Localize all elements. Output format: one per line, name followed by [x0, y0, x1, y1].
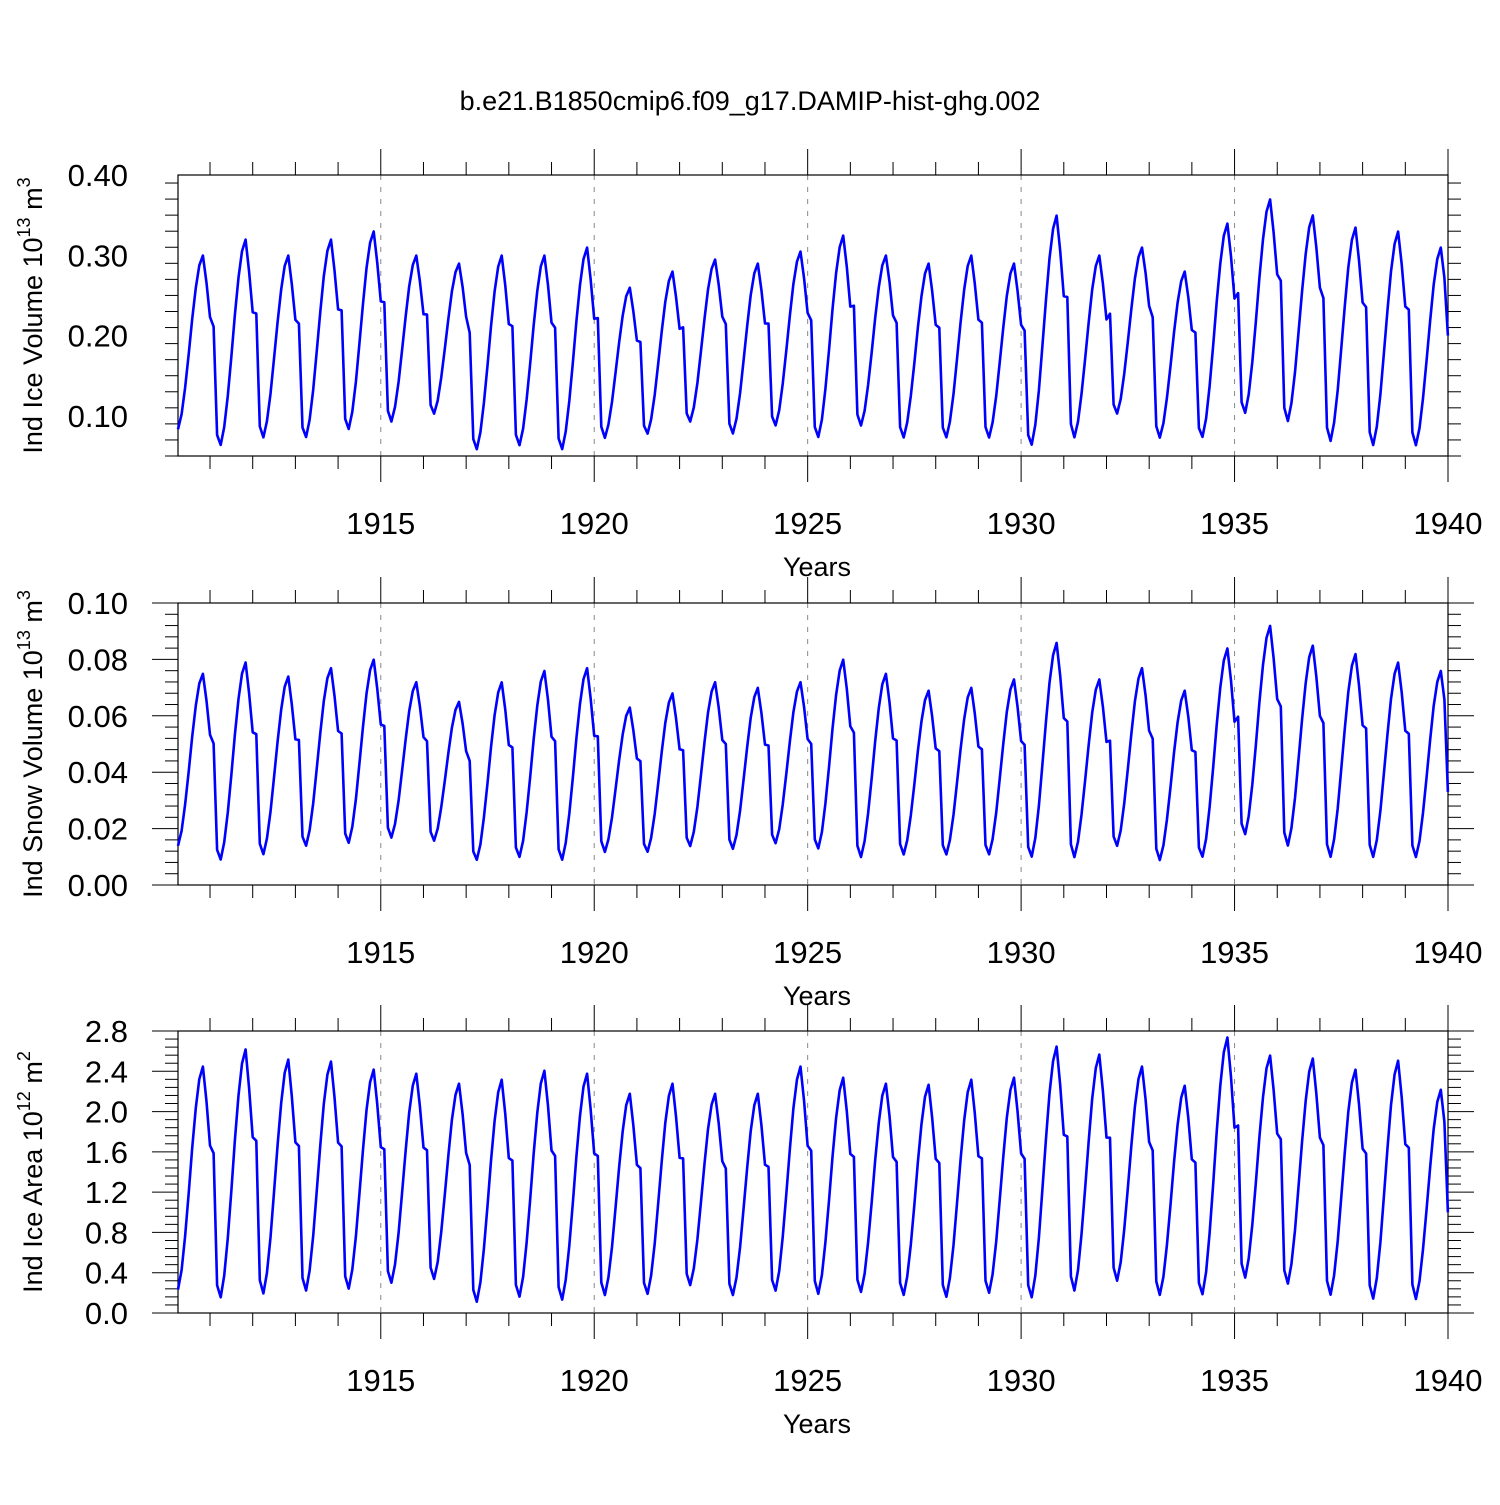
panel-ice-volume: 0.10 0.20 0.30 0.40 1915 1920 1925 1930 1935 1940…: [14, 149, 1482, 582]
ytick-label: 0.04: [68, 755, 128, 790]
series-line-snow-volume: [176, 624, 1450, 862]
x-axis-label: Years: [783, 1409, 851, 1439]
xtick-label: 1915: [346, 935, 415, 970]
ytick-label: 0.4: [85, 1256, 128, 1291]
ytick-label: 2.0: [85, 1095, 128, 1130]
xtick-label: 1915: [346, 506, 415, 541]
ytick-label: 0.20: [68, 319, 128, 354]
figure-title: b.e21.B1850cmip6.f09_g17.DAMIP-hist-ghg.…: [460, 86, 1041, 116]
xtick-label: 1935: [1200, 506, 1269, 541]
xtick-label: 1925: [773, 935, 842, 970]
y-axis-label-exponent: 12: [14, 1091, 34, 1111]
y-axis-label-main: Ind Ice Area 10: [18, 1111, 48, 1293]
panel-snow-volume: 0.00 0.02 0.04 0.06 0.08 0.10 1915 1920 1925 1930…: [14, 577, 1482, 1011]
plot-frame: [177, 1030, 1449, 1314]
y-axis-label-unit-exponent: 3: [14, 177, 34, 187]
ytick-label: 0.08: [68, 642, 128, 677]
y-axis-label-unit: m: [18, 187, 48, 217]
series-line-ice-area: [176, 1036, 1450, 1303]
y-axis-label-exponent: 13: [14, 630, 34, 650]
ytick-label: 2.4: [85, 1054, 128, 1089]
ytick-label: 1.2: [85, 1175, 128, 1210]
xtick-label: 1920: [560, 935, 629, 970]
plot-frame: [177, 602, 1449, 886]
ytick-label: 0.30: [68, 238, 128, 273]
plot-frame: [177, 174, 1449, 457]
xtick-label: 1935: [1200, 935, 1269, 970]
ytick-label: 0.8: [85, 1215, 128, 1250]
ytick-label: 1.6: [85, 1135, 128, 1170]
y-axis-label: Ind Ice Volume 1013 m3: [14, 177, 48, 453]
ytick-label: 0.10: [68, 586, 128, 621]
xtick-label: 1920: [560, 506, 629, 541]
x-axis-label: Years: [783, 981, 851, 1011]
ytick-label: 2.8: [85, 1014, 128, 1049]
xtick-label: 1925: [773, 1363, 842, 1398]
ytick-label: 0.06: [68, 699, 128, 734]
xtick-label: 1930: [987, 935, 1056, 970]
xtick-label: 1920: [560, 1363, 629, 1398]
xtick-label: 1930: [987, 1363, 1056, 1398]
series-line-ice-volume: [176, 198, 1450, 451]
xtick-label: 1940: [1414, 935, 1483, 970]
xtick-label: 1925: [773, 506, 842, 541]
ytick-label: 0.00: [68, 868, 128, 903]
y-axis-label-unit: m: [18, 1061, 48, 1091]
y-axis-label-main: Ind Ice Volume 10: [18, 237, 48, 453]
ytick-label: 0.0: [85, 1296, 128, 1331]
y-axis-label: Ind Ice Area 1012 m2: [14, 1051, 48, 1293]
y-axis-label-exponent: 13: [14, 217, 34, 237]
ytick-label: 0.10: [68, 399, 128, 434]
y-axis-label-unit: m: [18, 600, 48, 630]
xtick-label: 1915: [346, 1363, 415, 1398]
xtick-label: 1930: [987, 506, 1056, 541]
panel-ice-area: 0.0 0.4 0.8 1.2 1.6 2.0 2.4 2.8 1915 1920 1925 1930…: [14, 1005, 1482, 1439]
y-axis-label-unit-exponent: 2: [14, 1051, 34, 1061]
xtick-label: 1940: [1414, 1363, 1483, 1398]
y-axis-label-main: Ind Snow Volume 10: [18, 650, 48, 898]
ytick-label: 0.40: [68, 158, 128, 193]
xtick-label: 1935: [1200, 1363, 1269, 1398]
y-axis-label-unit-exponent: 3: [14, 590, 34, 600]
xtick-label: 1940: [1414, 506, 1483, 541]
y-axis-label: Ind Snow Volume 1013 m3: [14, 590, 48, 898]
ytick-label: 0.02: [68, 812, 128, 847]
x-axis-label: Years: [783, 552, 851, 582]
